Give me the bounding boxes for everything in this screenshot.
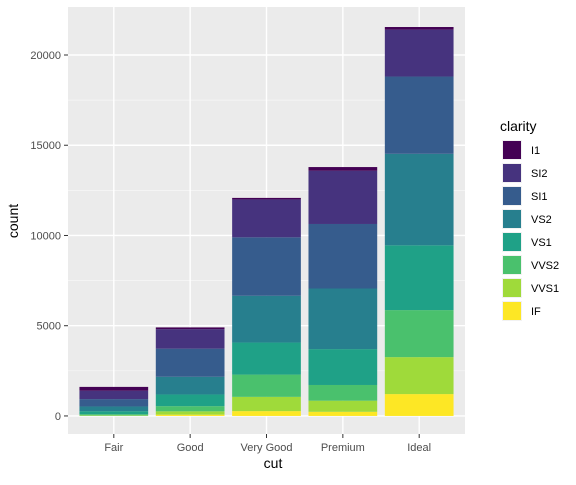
y-tick-label: 15000 [30, 140, 61, 152]
bar-segment-ideal-vs1 [385, 245, 454, 310]
legend-title: clarity [500, 118, 537, 134]
bar-segment-very-good-vs1 [232, 343, 301, 375]
bar-segment-premium-vvs2 [308, 385, 377, 401]
y-tick-label: 10000 [30, 230, 61, 242]
legend-swatch-if [503, 302, 521, 320]
bar-segment-premium-if [308, 412, 377, 416]
bar-segment-ideal-i1 [385, 27, 454, 30]
bar-segment-fair-i1 [79, 387, 148, 391]
bar-segment-very-good-si2 [232, 199, 301, 237]
legend-label-si2: SI2 [531, 168, 548, 180]
legend-swatch-si2 [503, 164, 521, 182]
bar-segment-good-vs1 [156, 394, 225, 406]
x-tick-label: Premium [321, 442, 365, 454]
legend-swatch-vvs2 [503, 256, 521, 274]
bar-segment-fair-si1 [79, 399, 148, 406]
bar-segment-ideal-vs2 [385, 154, 454, 246]
bar-segment-very-good-vvs1 [232, 397, 301, 411]
x-axis-title: cut [264, 455, 283, 471]
bar-segment-very-good-vs2 [232, 296, 301, 343]
bar-segment-very-good-si1 [232, 237, 301, 295]
bar-segment-good-if [156, 415, 225, 416]
bar-segment-ideal-if [385, 394, 454, 416]
bar-segment-good-vs2 [156, 377, 225, 395]
legend-swatch-vs2 [503, 210, 521, 228]
y-tick-label: 20000 [30, 50, 61, 62]
bar-segment-good-vvs1 [156, 411, 225, 414]
y-tick-label: 5000 [37, 321, 61, 333]
bar-segment-premium-vvs1 [308, 401, 377, 412]
bar-segment-good-si2 [156, 329, 225, 349]
x-tick-label: Very Good [241, 442, 293, 454]
bar-segment-ideal-vvs2 [385, 310, 454, 357]
bar-segment-fair-vvs2 [79, 414, 148, 415]
bar-segment-ideal-si1 [385, 77, 454, 154]
y-axis-title: count [5, 204, 21, 238]
legend-swatch-vs1 [503, 233, 521, 251]
bar-segment-fair-vs2 [79, 406, 148, 411]
y-tick-label: 0 [55, 411, 61, 423]
bar-segment-very-good-if [232, 411, 301, 416]
bar-segment-fair-vs1 [79, 411, 148, 414]
bar-segment-good-i1 [156, 327, 225, 329]
bar-segment-good-si1 [156, 349, 225, 377]
legend-label-si1: SI1 [531, 191, 548, 203]
bar-segment-premium-vs2 [308, 289, 377, 350]
bar-segment-very-good-vvs2 [232, 375, 301, 397]
bar-segment-premium-i1 [308, 167, 377, 171]
bar-segment-premium-si2 [308, 171, 377, 224]
bar-segment-premium-vs1 [308, 349, 377, 385]
bar-segment-ideal-si2 [385, 30, 454, 77]
legend-label-vvs2: VVS2 [531, 260, 559, 272]
x-tick-label: Good [177, 442, 204, 454]
bar-segment-good-vvs2 [156, 406, 225, 411]
bar-segment-very-good-i1 [232, 198, 301, 200]
legend-label-i1: I1 [531, 145, 540, 157]
legend-label-vvs1: VVS1 [531, 283, 559, 295]
x-tick-label: Ideal [407, 442, 431, 454]
legend-label-vs1: VS1 [531, 237, 552, 249]
legend-label-vs2: VS2 [531, 214, 552, 226]
legend-label-if: IF [531, 306, 541, 318]
x-tick-label: Fair [104, 442, 123, 454]
legend-swatch-vvs1 [503, 279, 521, 297]
bar-segment-fair-si2 [79, 391, 148, 399]
legend-swatch-si1 [503, 187, 521, 205]
bar-segment-ideal-vvs1 [385, 357, 454, 394]
bar-segment-premium-si1 [308, 224, 377, 289]
legend: clarity I1 SI2 SI1 VS2 VS1 VVS2 VVS1 IF [500, 118, 559, 321]
legend-swatch-i1 [503, 141, 521, 159]
